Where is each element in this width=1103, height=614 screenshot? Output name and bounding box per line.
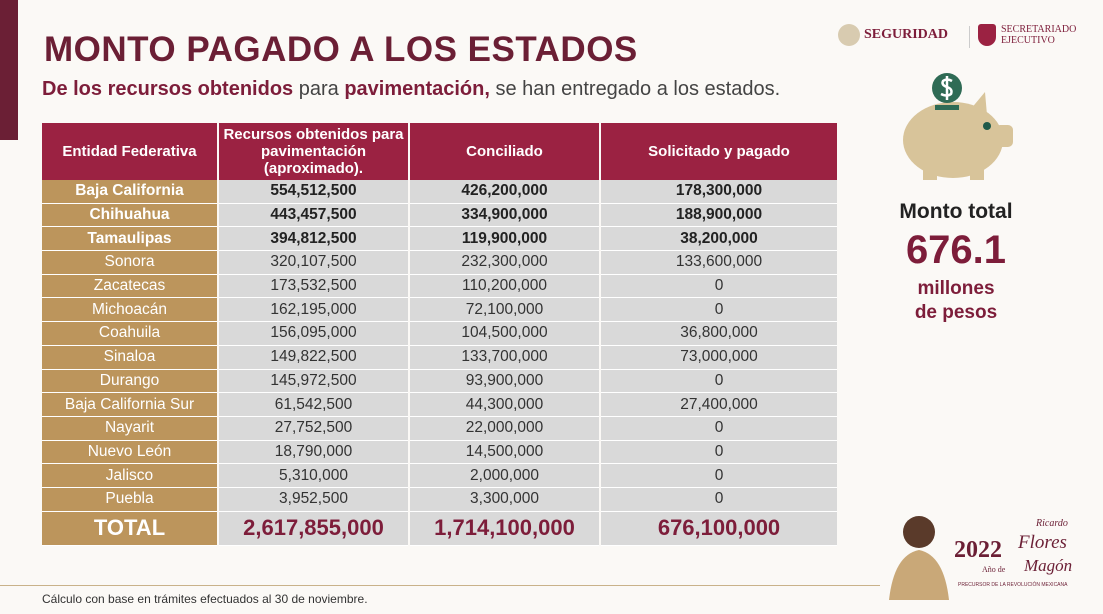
value-cell: 0 (601, 369, 837, 394)
table-row: Zacatecas 173,532,500 110,200,000 0 (42, 274, 837, 299)
piggy-bank-icon (903, 73, 1013, 180)
value-cell: 394,812,500 (219, 227, 408, 252)
entity-cell: Jalisco (42, 464, 217, 488)
table-row: Coahuila 156,095,000 104,500,000 36,800,000 (42, 322, 837, 346)
value-cell: 133,700,000 (410, 345, 599, 370)
value-cell: 0 (601, 298, 837, 323)
value-cell: 104,500,000 (410, 322, 599, 346)
value-cell: 0 (601, 274, 837, 299)
value-cell: 44,300,000 (410, 393, 599, 417)
value-cell: 3,300,000 (410, 487, 599, 512)
table-row: Jalisco 5,310,000 2,000,000 0 (42, 464, 837, 488)
value-cell: 27,752,500 (219, 416, 408, 441)
value-cell: 22,000,000 (410, 416, 599, 441)
value-cell: 676,100,000 (601, 511, 837, 546)
value-cell: 73,000,000 (601, 345, 837, 370)
total-value: 676.1 (905, 228, 1007, 272)
value-cell: 443,457,500 (219, 203, 408, 228)
value-cell: 36,800,000 (601, 322, 837, 346)
table-row: Puebla 3,952,500 3,300,000 0 (42, 487, 837, 512)
value-cell: 61,542,500 (219, 393, 408, 417)
value-cell: 178,300,000 (601, 180, 837, 204)
value-cell: 1,714,100,000 (410, 511, 599, 546)
entity-cell: Nayarit (42, 416, 217, 441)
value-cell: 3,952,500 (219, 487, 408, 512)
value-cell: 426,200,000 (410, 180, 599, 204)
value-cell: 27,400,000 (601, 393, 837, 417)
entity-cell: Chihuahua (42, 203, 217, 228)
value-cell: 334,900,000 (410, 203, 599, 228)
value-cell: 2,617,855,000 (219, 511, 408, 546)
value-cell: 232,300,000 (410, 251, 599, 275)
table-row: Baja California Sur 61,542,500 44,300,000 2… (42, 393, 837, 417)
table-row: Michoacán 162,195,000 72,100,000 0 (42, 298, 837, 323)
value-cell: 173,532,500 (219, 274, 408, 299)
seguridad-logo: SEGURIDAD (838, 24, 948, 46)
entity-cell: TOTAL (42, 511, 217, 546)
secretariado-logo: SECRETARIADO EJECUTIVO (978, 24, 1076, 46)
value-cell: 554,512,500 (219, 180, 408, 204)
header-paid: Solicitado y pagado (601, 123, 837, 180)
value-cell: 5,310,000 (219, 464, 408, 488)
table-row: Sinaloa 149,822,500 133,700,000 73,000,000 (42, 345, 837, 370)
table-row: Sonora 320,107,500 232,300,000 133,600,000 (42, 251, 837, 275)
value-cell: 93,900,000 (410, 369, 599, 394)
entity-cell: Baja California (42, 180, 217, 204)
shield-icon (978, 24, 996, 46)
subtitle: De los recursos obtenidos para pavimenta… (42, 78, 781, 100)
value-cell: 18,790,000 (219, 440, 408, 465)
value-cell: 0 (601, 464, 837, 488)
value-cell: 119,900,000 (410, 227, 599, 252)
entity-cell: Puebla (42, 487, 217, 512)
header-entity: Entidad Federativa (42, 123, 217, 180)
footnote: Cálculo con base en trámites efectuados … (42, 592, 368, 606)
table-row: Chihuahua 443,457,500 334,900,000 188,900,0… (42, 203, 837, 228)
table-row: Nayarit 27,752,500 22,000,000 0 (42, 416, 837, 441)
entity-cell: Coahuila (42, 322, 217, 346)
value-cell: 38,200,000 (601, 227, 837, 252)
value-cell: 149,822,500 (219, 345, 408, 370)
total-summary: Monto total 676.1 millones de pesos (866, 200, 1046, 325)
payments-table: Entidad Federativa Recursos obtenidos pa… (40, 123, 839, 546)
value-cell: 2,000,000 (410, 464, 599, 488)
entity-cell: Sinaloa (42, 345, 217, 370)
entity-cell: Nuevo León (42, 440, 217, 465)
table-row: Baja California 554,512,500 426,200,000 178… (42, 180, 837, 204)
value-cell: 156,095,000 (219, 322, 408, 346)
entity-cell: Tamaulipas (42, 227, 217, 252)
accent-bar (0, 0, 18, 140)
table-row: Tamaulipas 394,812,500 119,900,000 38,200,0… (42, 227, 837, 252)
page-title: MONTO PAGADO A LOS ESTADOS (44, 30, 638, 69)
total-row: TOTAL 2,617,855,000 1,714,100,000 676,100,0… (42, 511, 837, 546)
value-cell: 133,600,000 (601, 251, 837, 275)
value-cell: 0 (601, 487, 837, 512)
entity-cell: Zacatecas (42, 274, 217, 299)
value-cell: 320,107,500 (219, 251, 408, 275)
header-reconciled: Conciliado (410, 123, 599, 180)
value-cell: 188,900,000 (601, 203, 837, 228)
value-cell: 145,972,500 (219, 369, 408, 394)
value-cell: 14,500,000 (410, 440, 599, 465)
entity-cell: Baja California Sur (42, 393, 217, 417)
entity-cell: Sonora (42, 251, 217, 275)
seal-icon (838, 24, 860, 46)
table-row: Nuevo León 18,790,000 14,500,000 0 (42, 440, 837, 465)
entity-cell: Michoacán (42, 298, 217, 323)
value-cell: 0 (601, 416, 837, 441)
value-cell: 162,195,000 (219, 298, 408, 323)
value-cell: 110,200,000 (410, 274, 599, 299)
value-cell: 0 (601, 440, 837, 465)
value-cell: 72,100,000 (410, 298, 599, 323)
entity-cell: Durango (42, 369, 217, 394)
table-row: Durango 145,972,500 93,900,000 0 (42, 369, 837, 394)
header-resources: Recursos obtenidos para pavimentación (a… (219, 123, 408, 180)
